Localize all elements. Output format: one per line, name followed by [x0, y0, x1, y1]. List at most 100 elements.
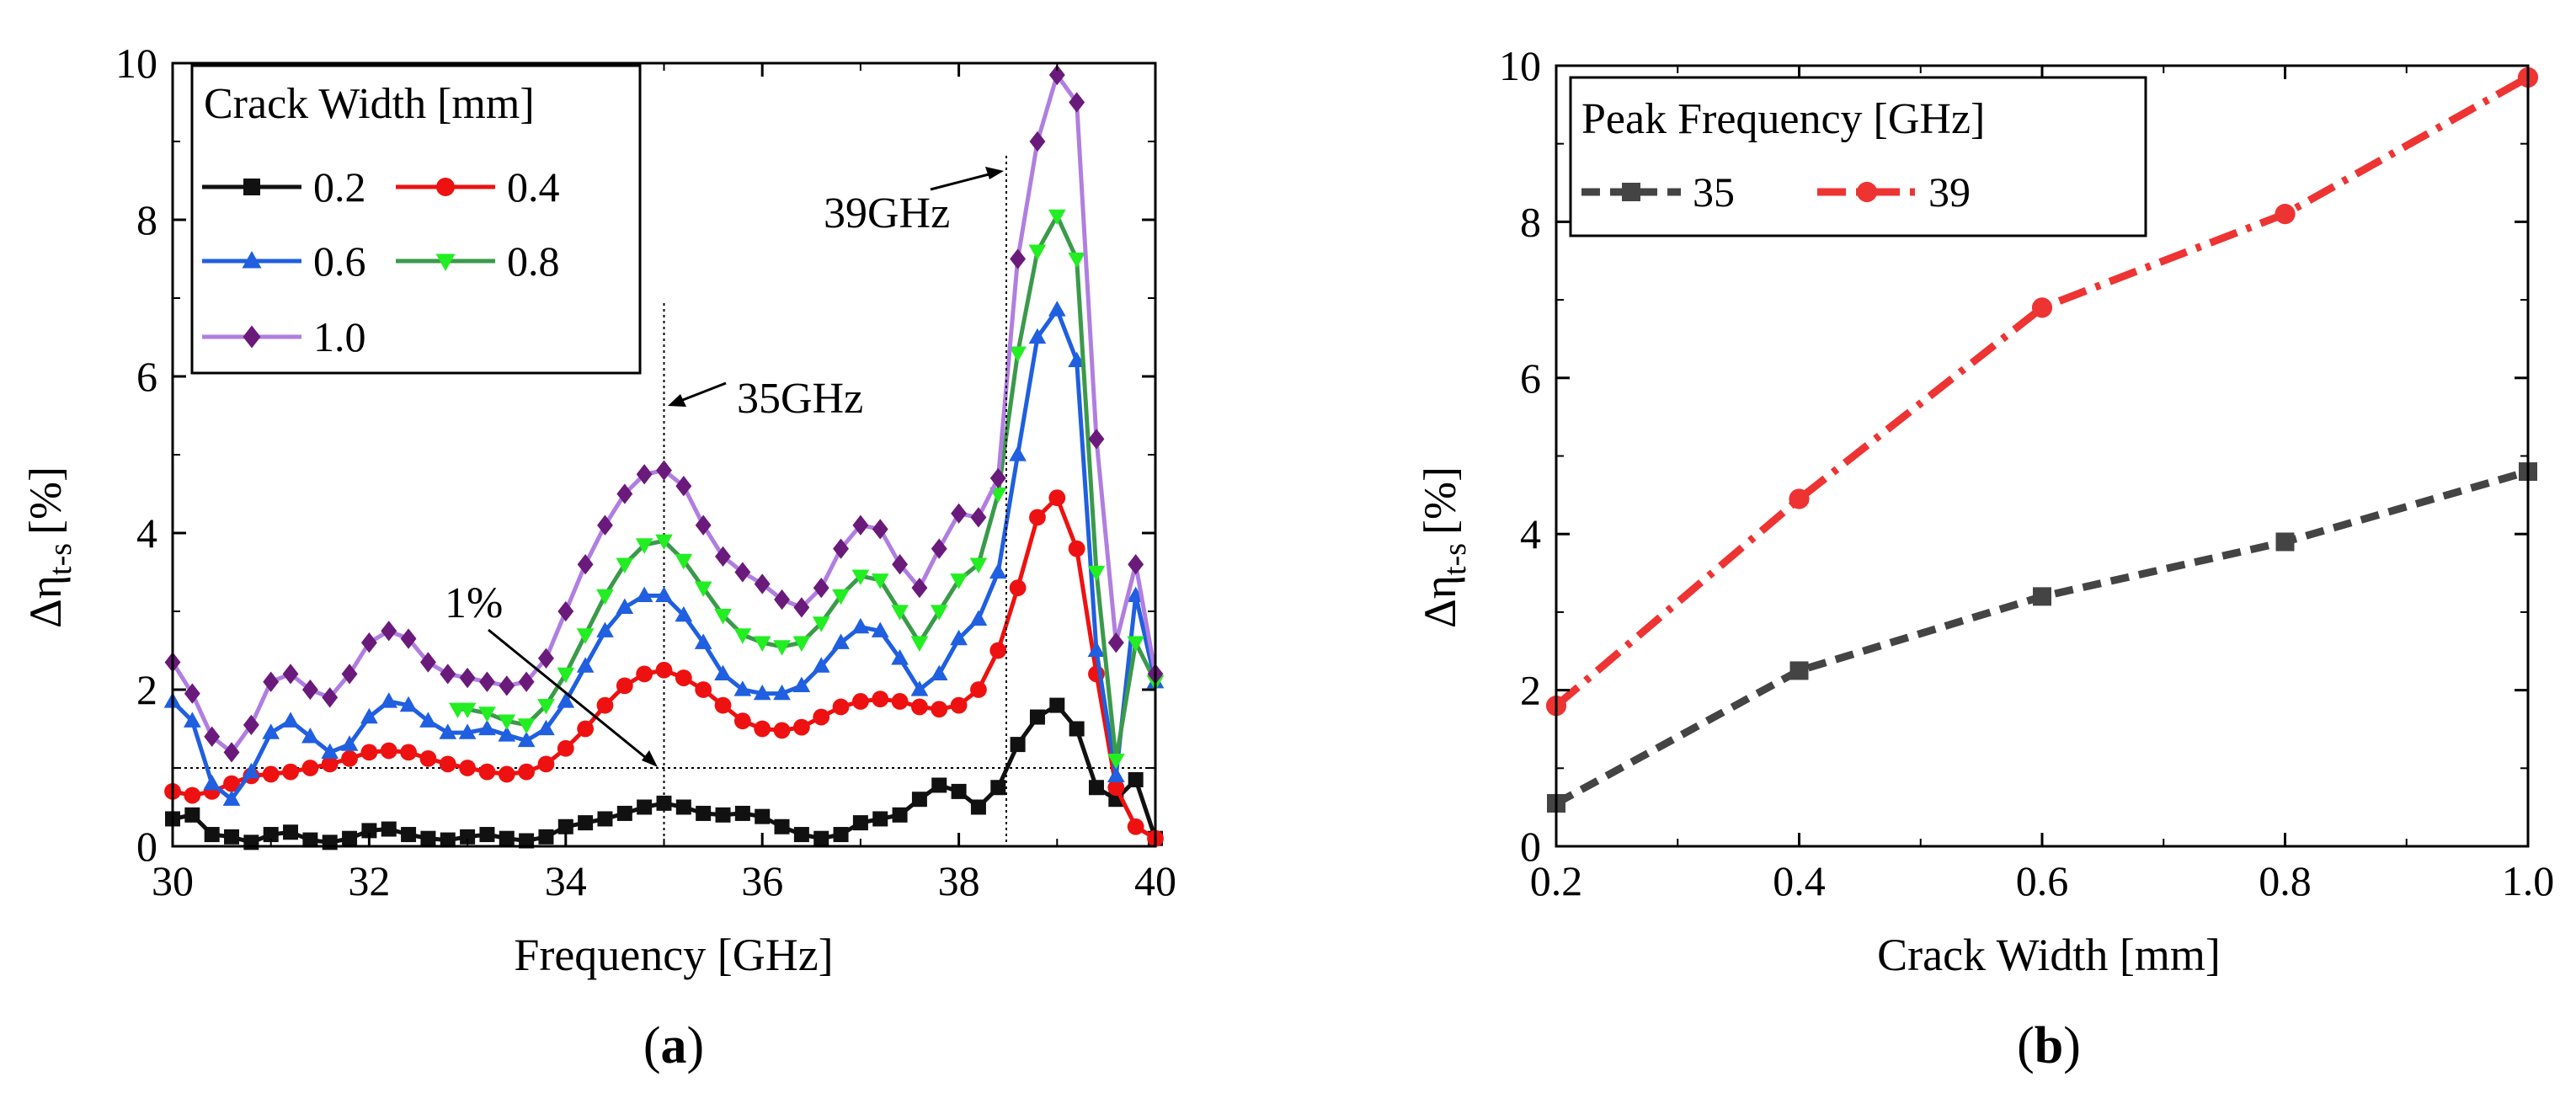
chart-a: 30 32 34 36 38 40 0 2 4 6 8 10 Frequency [GHz] Δηt-…: [20, 40, 1176, 980]
data-point-0.6: [950, 629, 968, 646]
data-point-0.4: [616, 677, 633, 695]
chart-b-legend-box: [1569, 76, 2147, 237]
data-point-0.8: [498, 714, 516, 730]
data-point-0.8: [1107, 754, 1125, 770]
data-point-1.0: [1107, 632, 1124, 653]
chart-a-ticks: 30 32 34 36 38 40 0 2 4 6 8 10: [115, 40, 1176, 904]
data-point-0.6: [812, 657, 830, 673]
chart-b-legend-items: 35 39: [1581, 168, 1971, 216]
data-point-1.0: [1088, 429, 1105, 450]
data-point-1.0: [499, 675, 515, 696]
data-point-1.0: [892, 554, 909, 575]
legend-a-label-0.6: 0.6: [313, 237, 366, 285]
series-a-0-4: [164, 489, 1164, 847]
data-point-1.0: [478, 671, 495, 692]
data-point-0.8: [675, 553, 693, 570]
data-point-0.2: [401, 827, 417, 843]
data-point-0.8: [576, 628, 595, 644]
annotation-39ghz-label: 39GHz: [824, 189, 950, 237]
series-b-35: [1547, 462, 2537, 813]
data-point-0.6: [1107, 766, 1125, 782]
data-point-0.4: [380, 742, 397, 760]
data-point-0.2: [499, 830, 515, 846]
data-point-0.2: [990, 780, 1006, 796]
data-point-1.0: [1010, 248, 1027, 269]
data-point-1.0: [243, 714, 259, 735]
data-point-0.2: [243, 834, 259, 850]
data-point-0.6: [498, 726, 516, 742]
data-point-0.4: [989, 642, 1007, 659]
data-point-0.6: [871, 621, 889, 637]
data-point-0.6: [301, 728, 319, 744]
data-point-0.6: [517, 731, 536, 748]
data-point-0.6: [203, 774, 221, 791]
chart-a-y-tick-label: 4: [136, 509, 157, 557]
data-point-0.6: [635, 586, 653, 603]
series-line-35ghz: [1554, 467, 2530, 807]
data-point-0.6: [753, 684, 771, 701]
data-point-0.2: [675, 799, 691, 815]
data-point-0.2: [224, 829, 240, 845]
chart-b-y-tick-label: 6: [1520, 355, 1541, 402]
data-point-0.4: [792, 718, 810, 736]
data-point-0.2: [204, 827, 220, 843]
annotation-35ghz-label: 35GHz: [737, 375, 863, 423]
chart-b-x-tick-label: 0.6: [2016, 857, 2069, 904]
data-point-0.4: [184, 786, 201, 804]
data-point-0.8: [753, 636, 771, 652]
data-point-0.4: [773, 722, 791, 739]
data-point-0.6: [655, 586, 673, 603]
data-point-1.0: [577, 554, 594, 575]
data-point-0.2: [1049, 697, 1065, 713]
annotation-39ghz-arrow: [930, 171, 996, 191]
chart-b-y-tick-label: 2: [1520, 667, 1541, 714]
legend-a-marker-0.8: [435, 253, 456, 271]
data-point-1.0: [301, 679, 318, 701]
chart-a-x-tick-label: 30: [152, 857, 194, 904]
data-point-0.2: [951, 783, 967, 799]
data-point-0.8: [655, 534, 673, 551]
data-point-1.0: [419, 652, 436, 673]
data-point-0.2: [970, 799, 986, 815]
data-point-0.8: [832, 589, 850, 605]
data-point-39ghz: [2031, 297, 2053, 318]
data-point-0.8: [871, 573, 889, 589]
data-point-0.2: [616, 805, 632, 821]
data-point-0.2: [1029, 709, 1045, 725]
chart-b-x-axis-label: Crack Width [mm]: [1877, 930, 2221, 980]
data-point-0.4: [950, 696, 968, 714]
data-point-0.4: [852, 693, 869, 710]
data-point-1.0: [1048, 64, 1065, 86]
data-point-0.6: [458, 723, 477, 739]
data-point-0.4: [675, 669, 692, 686]
data-point-1.0: [223, 742, 240, 763]
chart-a-y-tick-label: 8: [136, 196, 157, 243]
data-point-1.0: [872, 519, 888, 540]
data-point-0.4: [911, 698, 928, 716]
data-point-0.2: [734, 805, 750, 821]
data-point-39ghz: [2275, 204, 2296, 225]
annotation-threshold-arrowhead: [642, 750, 658, 767]
chart-a-legend-items: 0.2 0.4 0.6 0.8 1.0: [202, 163, 560, 360]
data-point-0.2: [322, 834, 338, 850]
data-point-0.8: [478, 706, 496, 722]
data-point-0.2: [519, 833, 535, 849]
chart-a-legend: Crack Width [mm] 0.2 0.4 0.6 0.8 1.0: [190, 64, 642, 375]
chart-a-y-tick-label: 6: [136, 353, 157, 400]
data-point-0.2: [597, 811, 613, 827]
chart-b-x-tick-label: 0.2: [1530, 857, 1583, 904]
data-point-0.4: [301, 760, 319, 776]
data-point-0.8: [517, 718, 536, 734]
data-point-0.4: [459, 760, 476, 776]
data-point-0.6: [891, 649, 909, 665]
panel-label-b: (b): [2017, 1017, 2081, 1074]
data-point-0.6: [419, 712, 437, 728]
data-point-1.0: [675, 476, 692, 497]
chart-b-x-tick-label: 1.0: [2502, 857, 2555, 904]
legend-a-marker-1.0: [243, 325, 261, 349]
data-point-0.2: [440, 832, 456, 848]
data-point-0.6: [616, 598, 634, 614]
data-point-0.6: [773, 684, 791, 701]
